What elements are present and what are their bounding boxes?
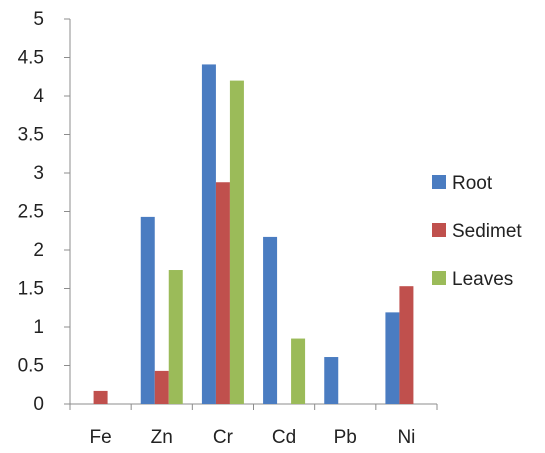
x-tick-label: Pb	[334, 427, 357, 448]
bar-leaves-cr	[229, 80, 244, 404]
y-tick-label: 2.5	[18, 202, 44, 223]
bar-root-cr	[201, 64, 216, 405]
legend-label-root: Root	[452, 173, 493, 194]
y-tick-label: 1.5	[18, 279, 44, 300]
legend-label-leaves: Leaves	[452, 269, 513, 290]
x-tick-label: Cd	[272, 427, 296, 448]
y-tick-label: 1	[33, 317, 44, 338]
legend-swatch-leaves	[432, 271, 446, 285]
legend: Root Sedimet Leaves	[432, 173, 522, 290]
y-tick-label: 5	[33, 9, 44, 30]
bar-root-cd	[263, 236, 278, 404]
y-tick-label: 3	[33, 163, 44, 184]
y-tick-label: 0	[33, 394, 44, 415]
x-tick-label: Cr	[213, 427, 234, 448]
y-tick-label: 3.5	[18, 125, 44, 146]
x-tick-label: Fe	[89, 427, 111, 448]
bar-sedimet-cr	[215, 182, 230, 404]
bar-sedimet-zn	[154, 370, 169, 404]
bar-root-pb	[324, 357, 339, 404]
bar-leaves-cd	[291, 338, 306, 404]
y-tick-label: 2	[33, 240, 44, 261]
legend-swatch-sedimet	[432, 223, 446, 237]
y-tick-labels: 0 0.5 1 1.5 2 2.5 3 3.5 4 4.5 5	[18, 9, 45, 415]
bar-root-ni	[385, 312, 400, 404]
bar-sedimet-fe	[93, 390, 108, 404]
legend-swatch-root	[432, 175, 446, 189]
bars	[93, 64, 414, 405]
bar-leaves-zn	[168, 270, 183, 404]
y-tick-label: 0.5	[18, 356, 44, 377]
legend-label-sedimet: Sedimet	[452, 221, 522, 242]
x-tick-label: Ni	[397, 427, 415, 448]
y-tick-label: 4	[33, 86, 44, 107]
y-tick-label: 4.5	[18, 48, 44, 69]
x-tick-label: Zn	[151, 427, 173, 448]
x-tick-labels: Fe Zn Cr Cd Pb Ni	[89, 427, 415, 448]
bar-sedimet-ni	[399, 286, 414, 404]
bar-root-zn	[140, 216, 155, 404]
axes	[64, 18, 438, 410]
